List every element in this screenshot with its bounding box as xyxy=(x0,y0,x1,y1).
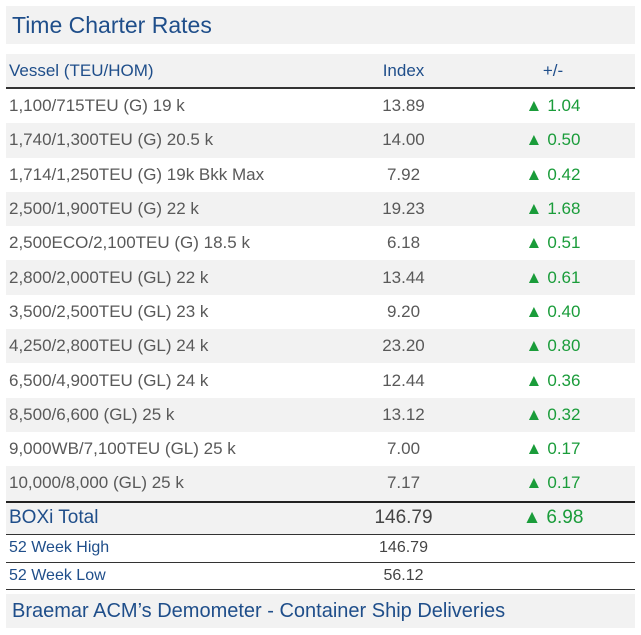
change-value: 0.42 xyxy=(547,164,581,184)
change-cell: ▲ 0.61 xyxy=(471,268,635,288)
index-cell: 13.44 xyxy=(382,267,425,287)
up-arrow-icon: ▲ xyxy=(525,301,543,321)
table-row: 1,740/1,300TEU (G) 20.5 k 14.00 ▲ 0.50 xyxy=(6,123,635,158)
change-value: 0.32 xyxy=(547,404,581,424)
change-value: 0.61 xyxy=(547,267,581,287)
table-row: 2,500ECO/2,100TEU (G) 18.5 k 6.18 ▲ 0.51 xyxy=(6,226,635,261)
index-cell: 13.12 xyxy=(382,404,425,424)
vessel-cell: 10,000/8,000 (GL) 25 k xyxy=(9,473,184,493)
up-arrow-icon: ▲ xyxy=(522,507,542,529)
table-row: 10,000/8,000 (GL) 25 k 7.17 ▲ 0.17 xyxy=(6,466,635,501)
index-cell: 7.17 xyxy=(386,473,421,493)
week-high-row: 52 Week High 146.79 xyxy=(6,533,635,562)
vessel-cell: 3,500/2,500TEU (GL) 23 k xyxy=(9,301,209,321)
change-cell: ▲ 1.68 xyxy=(471,199,635,219)
up-arrow-icon: ▲ xyxy=(525,404,543,424)
week-low-index: 56.12 xyxy=(383,566,424,584)
change-cell: ▲ 0.50 xyxy=(471,130,635,150)
change-value: 0.80 xyxy=(547,336,581,356)
week-high-label: 52 Week High xyxy=(9,539,110,557)
total-index: 146.79 xyxy=(374,507,433,529)
column-header-change: +/- xyxy=(542,60,564,80)
vessel-cell: 2,500/1,900TEU (G) 22 k xyxy=(9,199,199,219)
change-cell: ▲ 0.36 xyxy=(471,371,635,391)
up-arrow-icon: ▲ xyxy=(525,233,543,253)
vessel-cell: 8,500/6,600 (GL) 25 k xyxy=(9,404,175,424)
up-arrow-icon: ▲ xyxy=(525,267,543,287)
up-arrow-icon: ▲ xyxy=(525,439,543,459)
table-row: 3,500/2,500TEU (GL) 23 k 9.20 ▲ 0.40 xyxy=(6,294,635,330)
index-cell: 19.23 xyxy=(382,199,425,219)
change-value: 1.04 xyxy=(547,96,581,116)
index-cell: 7.00 xyxy=(386,439,421,459)
total-row: BOXi Total 146.79 ▲ 6.98 xyxy=(6,500,635,534)
charter-rates-table: Vessel (TEU/HOM) Index +/- 1,100/715TEU … xyxy=(6,54,635,590)
total-change: ▲ 6.98 xyxy=(471,507,635,529)
vessel-cell: 1,100/715TEU (G) 19 k xyxy=(9,96,185,116)
change-cell: ▲ 1.04 xyxy=(471,96,635,116)
table-row: 2,800/2,000TEU (GL) 22 k 13.44 ▲ 0.61 xyxy=(6,260,635,295)
table-row: 1,100/715TEU (G) 19 k 13.89 ▲ 1.04 xyxy=(6,89,635,124)
change-value: 0.50 xyxy=(547,130,581,150)
vessel-cell: 4,250/2,800TEU (GL) 24 k xyxy=(9,336,209,356)
up-arrow-icon: ▲ xyxy=(525,96,543,116)
index-cell: 7.92 xyxy=(386,164,421,184)
change-cell: ▲ 0.17 xyxy=(471,473,635,493)
column-header-index: Index xyxy=(382,60,425,80)
change-value: 0.17 xyxy=(547,473,581,493)
up-arrow-icon: ▲ xyxy=(525,336,543,356)
change-value: 0.36 xyxy=(547,370,581,390)
up-arrow-icon: ▲ xyxy=(525,370,543,390)
change-value: 0.40 xyxy=(547,301,581,321)
index-cell: 23.20 xyxy=(382,336,425,356)
index-cell: 12.44 xyxy=(382,370,425,390)
up-arrow-icon: ▲ xyxy=(525,199,543,219)
up-arrow-icon: ▲ xyxy=(525,164,543,184)
up-arrow-icon: ▲ xyxy=(525,130,543,150)
change-cell: ▲ 0.32 xyxy=(471,405,635,425)
total-change-value: 6.98 xyxy=(546,507,584,529)
change-value: 0.51 xyxy=(547,233,581,253)
index-cell: 9.20 xyxy=(386,301,421,321)
footer-caption: Braemar ACM’s Demometer - Container Ship… xyxy=(6,594,635,628)
table-body: 1,100/715TEU (G) 19 k 13.89 ▲ 1.04 1,740/1,3… xyxy=(6,89,635,501)
index-cell: 14.00 xyxy=(382,130,425,150)
vessel-cell: 6,500/4,900TEU (GL) 24 k xyxy=(9,370,209,390)
table-row: 1,714/1,250TEU (G) 19k Bkk Max 7.92 ▲ 0.42 xyxy=(6,157,635,192)
week-low-label: 52 Week Low xyxy=(9,566,106,584)
change-value: 1.68 xyxy=(547,199,581,219)
change-cell: ▲ 0.80 xyxy=(471,336,635,356)
index-cell: 6.18 xyxy=(386,233,421,253)
week-high-index: 146.79 xyxy=(379,539,428,557)
table-row: 6,500/4,900TEU (GL) 24 k 12.44 ▲ 0.36 xyxy=(6,363,635,398)
vessel-cell: 9,000WB/7,100TEU (GL) 25 k xyxy=(9,439,236,459)
table-row: 9,000WB/7,100TEU (GL) 25 k 7.00 ▲ 0.17 xyxy=(6,431,635,467)
vessel-cell: 1,714/1,250TEU (G) 19k Bkk Max xyxy=(9,164,265,184)
vessel-cell: 2,800/2,000TEU (GL) 22 k xyxy=(9,267,209,287)
week-low-row: 52 Week Low 56.12 xyxy=(6,561,635,590)
vessel-cell: 2,500ECO/2,100TEU (G) 18.5 k xyxy=(9,233,250,253)
index-cell: 13.89 xyxy=(382,96,425,116)
column-header-vessel: Vessel (TEU/HOM) xyxy=(9,60,154,80)
vessel-cell: 1,740/1,300TEU (G) 20.5 k xyxy=(9,130,214,150)
change-cell: ▲ 0.42 xyxy=(471,165,635,185)
table-row: 4,250/2,800TEU (GL) 24 k 23.20 ▲ 0.80 xyxy=(6,329,635,364)
change-value: 0.17 xyxy=(547,439,581,459)
up-arrow-icon: ▲ xyxy=(525,473,543,493)
change-cell: ▲ 0.17 xyxy=(471,439,635,459)
table-row: 2,500/1,900TEU (G) 22 k 19.23 ▲ 1.68 xyxy=(6,191,635,227)
change-cell: ▲ 0.40 xyxy=(471,302,635,322)
total-label: BOXi Total xyxy=(9,507,99,529)
table-header-row: Vessel (TEU/HOM) Index +/- xyxy=(6,54,635,89)
table-row: 8,500/6,600 (GL) 25 k 13.12 ▲ 0.32 xyxy=(6,397,635,432)
change-cell: ▲ 0.51 xyxy=(471,233,635,253)
page-title: Time Charter Rates xyxy=(6,6,635,44)
